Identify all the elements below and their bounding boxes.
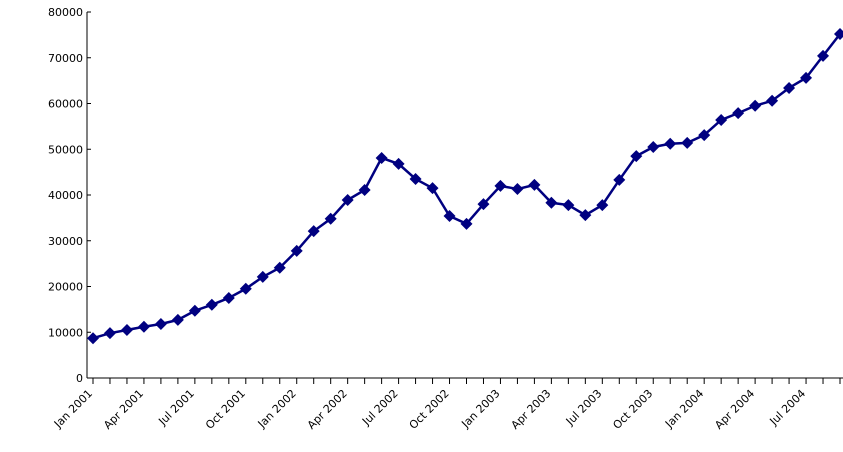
x-tick-label: Apr 2002	[305, 387, 350, 432]
data-point	[562, 199, 575, 212]
x-tick-label: Jan 2003	[458, 387, 502, 431]
x-tick-label: Jul 2003	[563, 387, 605, 429]
x-tick-label: Apr 2003	[509, 387, 554, 432]
data-point	[477, 198, 490, 211]
data-point	[681, 136, 694, 149]
data-point	[273, 261, 286, 274]
data-point	[443, 210, 456, 223]
y-tick-label: 80000	[48, 6, 83, 19]
data-point	[732, 107, 745, 120]
data-point	[205, 298, 218, 311]
data-point	[222, 291, 235, 304]
y-tick-label: 50000	[48, 143, 83, 156]
data-point	[154, 318, 167, 331]
data-point	[630, 150, 643, 163]
data-point	[409, 172, 422, 185]
y-tick-label: 40000	[48, 189, 83, 202]
x-tick-label: Jul 2001	[155, 387, 197, 429]
data-point	[613, 173, 626, 186]
x-tick-label: Jan 2002	[255, 387, 299, 431]
data-point	[103, 327, 116, 340]
x-tick-label: Jul 2004	[767, 387, 809, 429]
x-tick-label: Apr 2004	[712, 387, 757, 432]
y-tick-label: 60000	[48, 98, 83, 111]
x-tick-label: Apr 2001	[101, 387, 146, 432]
data-point	[647, 140, 660, 153]
data-point	[120, 323, 133, 336]
data-point	[664, 137, 677, 150]
data-point	[494, 179, 507, 192]
data-point	[290, 244, 303, 257]
data-point	[545, 196, 558, 209]
x-tick-label: Oct 2002	[407, 387, 452, 432]
data-point	[426, 182, 439, 195]
data-point	[749, 99, 762, 112]
y-tick-label: 70000	[48, 52, 83, 65]
data-point	[511, 183, 524, 196]
data-point	[715, 113, 728, 126]
data-point	[817, 49, 830, 62]
data-point	[766, 94, 779, 107]
data-point	[460, 217, 473, 230]
data-point	[783, 81, 796, 94]
data-point	[324, 212, 337, 225]
data-point	[137, 320, 150, 333]
data-point	[341, 194, 354, 207]
data-point	[579, 209, 592, 222]
x-tick-label: Oct 2003	[610, 387, 655, 432]
data-point	[307, 225, 320, 238]
data-line	[92, 33, 841, 340]
x-tick-label: Jan 2001	[51, 387, 95, 431]
y-tick-label: 30000	[48, 235, 83, 248]
data-point	[528, 178, 541, 191]
data-point	[834, 27, 843, 40]
data-point	[800, 71, 813, 84]
data-point	[239, 282, 252, 295]
y-tick-label: 10000	[48, 326, 83, 339]
data-point	[188, 304, 201, 317]
y-tick-label: 0	[76, 372, 83, 385]
data-point	[392, 157, 405, 170]
y-tick-label: 20000	[48, 281, 83, 294]
x-tick-label: Oct 2001	[203, 387, 248, 432]
data-point	[375, 151, 388, 164]
x-tick-label: Jul 2002	[359, 387, 401, 429]
data-point	[698, 129, 711, 142]
data-point	[596, 199, 609, 212]
data-point	[87, 332, 99, 345]
data-point	[171, 313, 184, 326]
data-point	[358, 183, 371, 196]
data-point	[256, 270, 269, 283]
x-tick-label: Jan 2004	[662, 387, 706, 431]
